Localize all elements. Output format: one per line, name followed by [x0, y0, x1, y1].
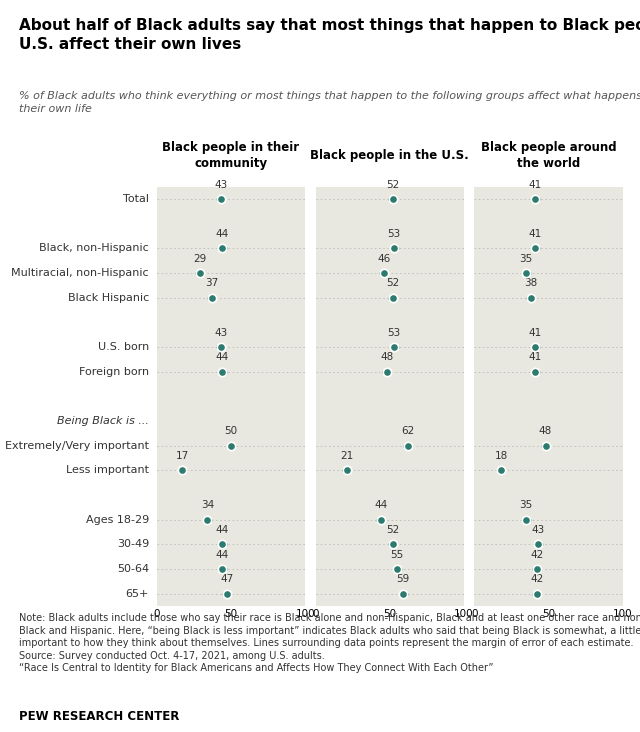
Text: 44: 44	[216, 550, 228, 560]
Text: Foreign born: Foreign born	[79, 367, 149, 377]
Text: 44: 44	[216, 352, 228, 362]
Text: 30-49: 30-49	[117, 539, 149, 550]
Text: 41: 41	[529, 328, 541, 337]
Text: 17: 17	[175, 451, 189, 461]
Text: 50: 50	[225, 426, 237, 436]
Text: 47: 47	[220, 575, 233, 584]
Text: 41: 41	[529, 229, 541, 239]
Text: 35: 35	[520, 501, 533, 510]
Text: 38: 38	[524, 278, 538, 288]
Text: 53: 53	[388, 229, 401, 239]
Text: PEW RESEARCH CENTER: PEW RESEARCH CENTER	[19, 710, 180, 723]
Text: Being Black is ...: Being Black is ...	[57, 416, 149, 426]
Text: Total: Total	[123, 194, 149, 204]
Text: 52: 52	[386, 525, 399, 535]
Text: 52: 52	[386, 179, 399, 190]
Text: 65+: 65+	[125, 589, 149, 599]
Text: Less important: Less important	[66, 466, 149, 475]
Text: Black people around
the world: Black people around the world	[481, 141, 616, 170]
Text: 43: 43	[214, 179, 227, 190]
Text: Extremely/Very important: Extremely/Very important	[5, 441, 149, 451]
Text: 46: 46	[377, 254, 390, 264]
Text: 41: 41	[529, 179, 541, 190]
Text: 42: 42	[530, 575, 543, 584]
Text: 44: 44	[216, 525, 228, 535]
Text: 34: 34	[201, 501, 214, 510]
Text: 55: 55	[390, 550, 404, 560]
Text: Ages 18-29: Ages 18-29	[86, 515, 149, 525]
Text: U.S. born: U.S. born	[98, 342, 149, 352]
Text: 37: 37	[205, 278, 218, 288]
Text: Black people in the U.S.: Black people in the U.S.	[310, 149, 469, 162]
Text: Note: Black adults include those who say their race is Black alone and non-Hispa: Note: Black adults include those who say…	[19, 613, 640, 673]
Text: 21: 21	[340, 451, 353, 461]
Text: 50-64: 50-64	[117, 564, 149, 574]
Text: % of Black adults who think everything or most things that happen to the followi: % of Black adults who think everything o…	[19, 92, 640, 114]
Text: 62: 62	[401, 426, 414, 436]
Text: 18: 18	[494, 451, 508, 461]
Text: 53: 53	[388, 328, 401, 337]
Text: Black Hispanic: Black Hispanic	[68, 293, 149, 303]
Text: 41: 41	[529, 352, 541, 362]
Text: 44: 44	[374, 501, 387, 510]
Text: 43: 43	[214, 328, 227, 337]
Text: 44: 44	[216, 229, 228, 239]
Text: Black people in their
community: Black people in their community	[163, 141, 300, 170]
Text: 48: 48	[539, 426, 552, 436]
Text: 42: 42	[530, 550, 543, 560]
Text: Black, non-Hispanic: Black, non-Hispanic	[40, 243, 149, 253]
Text: Multiracial, non-Hispanic: Multiracial, non-Hispanic	[12, 268, 149, 278]
Text: 52: 52	[386, 278, 399, 288]
Text: 29: 29	[193, 254, 207, 264]
Text: 43: 43	[531, 525, 545, 535]
Text: 35: 35	[520, 254, 533, 264]
Text: 59: 59	[397, 575, 410, 584]
Text: 48: 48	[380, 352, 394, 362]
Text: About half of Black adults say that most things that happen to Black people in t: About half of Black adults say that most…	[19, 18, 640, 52]
